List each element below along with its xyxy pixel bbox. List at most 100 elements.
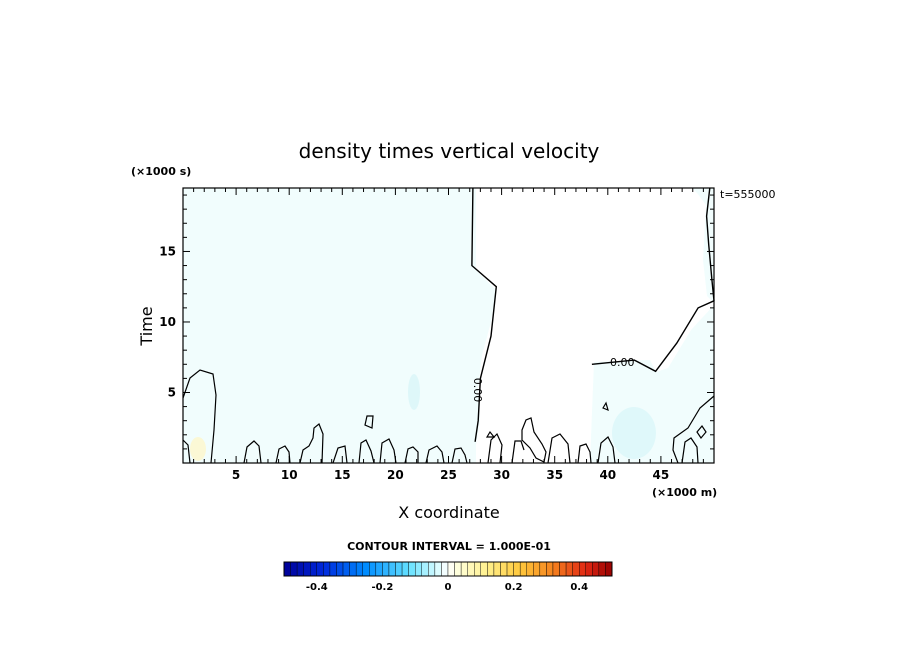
axis-ticks bbox=[183, 188, 714, 463]
colorbar-cell bbox=[480, 561, 488, 577]
minor-contour bbox=[243, 440, 262, 464]
colorbar-cell bbox=[454, 561, 462, 577]
minor-contour bbox=[358, 439, 375, 464]
colorbar-cell bbox=[375, 561, 383, 577]
minor-contour bbox=[364, 415, 374, 429]
x-tick-label: 10 bbox=[281, 468, 298, 482]
minor-contour bbox=[602, 401, 609, 412]
colorbar-cell bbox=[500, 561, 508, 577]
colorbar-cell bbox=[401, 561, 409, 577]
contour-label: 0.00 bbox=[610, 356, 635, 369]
colorbar-cell bbox=[605, 561, 613, 577]
colorbar-cell bbox=[428, 561, 436, 577]
colorbar-cell bbox=[408, 561, 416, 577]
zero-region bbox=[476, 188, 714, 463]
minor-contour bbox=[332, 445, 348, 464]
minor-contour bbox=[511, 440, 525, 464]
minor-contour bbox=[379, 438, 397, 464]
colorbar-cell bbox=[336, 561, 344, 577]
minor-contour bbox=[182, 369, 217, 464]
colorbar-cell bbox=[323, 561, 331, 577]
x-tick-label: 15 bbox=[334, 468, 351, 482]
x-tick-label: 20 bbox=[387, 468, 404, 482]
colorbar-cell bbox=[447, 561, 455, 577]
colorbar-tick-label: 0.4 bbox=[570, 582, 588, 593]
y-axis-unit: (×1000 s) bbox=[131, 165, 191, 178]
minor-contour bbox=[299, 423, 324, 464]
colorbar-cell bbox=[441, 561, 449, 577]
colorbar-cell bbox=[382, 561, 390, 577]
colorbar-frame bbox=[283, 561, 613, 577]
colorbar bbox=[283, 561, 613, 577]
colorbar-cell bbox=[316, 561, 324, 577]
x-tick-label: 25 bbox=[440, 468, 457, 482]
y-tick-label: 5 bbox=[168, 385, 176, 399]
colorbar-cell bbox=[506, 561, 514, 577]
colorbar-cell bbox=[519, 561, 527, 577]
y-tick-label: 15 bbox=[159, 244, 176, 258]
colorbar-tick-label: 0.2 bbox=[505, 582, 523, 593]
minor-contour bbox=[487, 432, 503, 464]
chart-title: density times vertical velocity bbox=[299, 139, 600, 163]
zero-contour-right bbox=[705, 187, 715, 301]
minor-contour bbox=[404, 446, 419, 464]
time-stamp: t=555000 bbox=[720, 188, 776, 201]
colorbar-tick-label: 0 bbox=[445, 582, 452, 593]
y-tick-label: 10 bbox=[159, 315, 176, 329]
zero-contour-shelf bbox=[591, 300, 715, 373]
colorbar-cell bbox=[598, 561, 606, 577]
colorbar-cell bbox=[526, 561, 534, 577]
x-tick-label: 30 bbox=[493, 468, 510, 482]
colorbar-cell bbox=[474, 561, 481, 577]
colorbar-cell bbox=[296, 561, 304, 577]
colorbar-cell bbox=[559, 561, 567, 577]
colorbar-tick-label: -0.2 bbox=[371, 582, 393, 593]
colorbar-cell bbox=[579, 561, 586, 577]
x-tick-label: 35 bbox=[546, 468, 563, 482]
positive-blob-2 bbox=[190, 437, 206, 461]
colorbar-cell bbox=[349, 561, 357, 577]
colorbar-cell bbox=[388, 561, 396, 577]
colorbar-cell bbox=[572, 561, 580, 577]
x-axis-label: X coordinate bbox=[398, 503, 499, 522]
colorbar-cell bbox=[434, 561, 442, 577]
contour-lines: 0.00 0.00 bbox=[182, 187, 715, 464]
minor-contour bbox=[577, 443, 592, 464]
minor-contour bbox=[182, 439, 191, 464]
minor-contour bbox=[547, 433, 571, 464]
colorbar-cell bbox=[415, 561, 422, 577]
colorbar-cell bbox=[565, 561, 573, 577]
colorbar-cell bbox=[395, 561, 403, 577]
colorbar-cell bbox=[283, 561, 291, 577]
colorbar-cell bbox=[592, 561, 600, 577]
colorbar-cell bbox=[460, 561, 468, 577]
colorbar-cell bbox=[362, 561, 370, 577]
colorbar-labels: -0.4 -0.2 0 0.2 0.4 bbox=[306, 582, 588, 593]
x-tick-label: 5 bbox=[232, 468, 240, 482]
colorbar-cell bbox=[290, 561, 298, 577]
negative-blob-2 bbox=[408, 374, 420, 410]
x-tick-label: 45 bbox=[653, 468, 670, 482]
colorbar-cell bbox=[585, 561, 593, 577]
x-tick-label: 40 bbox=[599, 468, 616, 482]
negative-blob bbox=[612, 407, 656, 459]
y-axis-label: Time bbox=[137, 306, 156, 346]
colorbar-cell bbox=[533, 561, 541, 577]
minor-contour bbox=[451, 447, 468, 464]
minor-contour bbox=[681, 437, 699, 464]
minor-contour bbox=[597, 436, 616, 464]
colorbar-cell bbox=[369, 561, 377, 577]
minor-contour bbox=[672, 395, 715, 464]
minor-contour bbox=[521, 417, 547, 463]
plot-area: 0.00 0.00 bbox=[182, 187, 715, 464]
colorbar-cell bbox=[329, 561, 337, 577]
colorbar-cell bbox=[493, 561, 501, 577]
zero-contour-mid bbox=[471, 187, 498, 442]
minor-contour bbox=[425, 445, 445, 464]
colorbar-cell bbox=[513, 561, 521, 577]
colorbar-cell bbox=[546, 561, 554, 577]
x-axis-unit: (×1000 m) bbox=[652, 486, 717, 499]
colorbar-cell bbox=[552, 561, 560, 577]
colorbar-cell bbox=[342, 561, 350, 577]
